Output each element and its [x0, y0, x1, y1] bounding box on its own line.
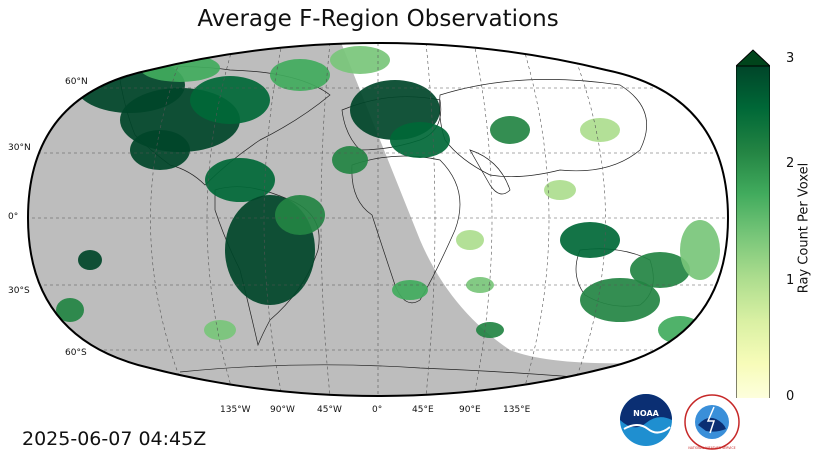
density-patch: [56, 298, 84, 322]
lon-label-90w: 90°W: [270, 405, 295, 415]
lat-label-60n: 60°N: [65, 77, 88, 87]
density-patch: [466, 277, 494, 293]
colorbar-tick-3: 3: [786, 51, 795, 66]
density-patch: [190, 76, 270, 124]
lat-label-30n: 30°N: [8, 143, 31, 153]
density-patch: [456, 230, 484, 250]
colorbar: [736, 49, 770, 398]
svg-text:NATIONAL WEATHER SERVICE: NATIONAL WEATHER SERVICE: [688, 446, 735, 450]
svg-text:NOAA: NOAA: [633, 409, 659, 418]
colorbar-extend-arrow: [736, 49, 770, 67]
density-patch: [490, 116, 530, 144]
density-patch: [476, 322, 504, 338]
density-patch: [580, 118, 620, 142]
colorbar-gradient: [736, 65, 770, 398]
noaa-logo: NOAA: [620, 394, 672, 446]
density-patch: [205, 158, 275, 202]
density-patch: [330, 46, 390, 74]
density-patch: [78, 250, 102, 270]
globe-outline: [26, 41, 730, 398]
timestamp: 2025-06-07 04:45Z: [22, 428, 207, 450]
density-patch: [390, 122, 450, 158]
density-patch: [130, 130, 190, 170]
lon-label-45w: 45°W: [317, 405, 342, 415]
lat-label-60s: 60°S: [65, 348, 87, 358]
lat-label-30s: 30°S: [8, 286, 30, 296]
colorbar-label: Ray Count Per Voxel: [796, 162, 812, 294]
lon-label-135w: 135°W: [220, 405, 251, 415]
density-patch: [630, 252, 690, 288]
density-patch: [544, 180, 576, 200]
lat-label-0: 0°: [8, 212, 18, 222]
density-patch: [332, 146, 368, 174]
lon-label-135e: 135°E: [503, 405, 531, 415]
density-patch: [204, 320, 236, 340]
map-title: Average F-Region Observations: [197, 6, 559, 32]
colorbar-tick-2: 2: [786, 156, 795, 171]
colorbar-tick-1: 1: [786, 273, 795, 288]
lon-label-45e: 45°E: [412, 405, 434, 415]
ray-density-field: [56, 46, 720, 344]
national-weather-service-logo: NATIONAL WEATHER SERVICE: [684, 394, 740, 450]
colorbar-tick-0: 0: [786, 389, 795, 404]
lon-label-0: 0°: [372, 405, 382, 415]
lon-label-90e: 90°E: [459, 405, 481, 415]
density-patch: [275, 195, 325, 235]
density-patch: [680, 220, 720, 280]
density-patch: [270, 59, 330, 91]
density-patch: [560, 222, 620, 258]
agency-logos: NOAA NATIONAL WEATHER SERVICE: [620, 394, 740, 450]
graticule: [28, 43, 728, 396]
density-patch: [392, 280, 428, 300]
